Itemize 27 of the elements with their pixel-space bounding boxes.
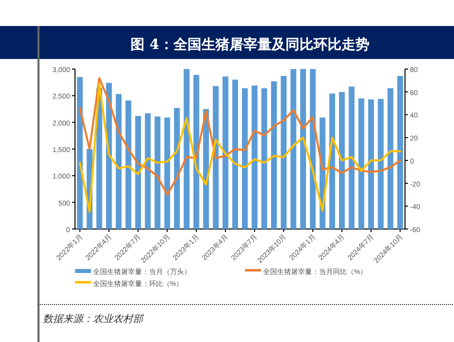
bar [184, 69, 190, 229]
bar [271, 81, 277, 229]
bar [300, 69, 306, 229]
bar [252, 86, 258, 229]
bar [358, 98, 364, 229]
bar [348, 86, 355, 229]
bar [76, 77, 83, 229]
chart-title: 图 4：全国生猪屠宰量及同比环比走势 [130, 36, 370, 53]
bar [154, 116, 160, 229]
bar [144, 113, 151, 229]
source-note: 数据来源：农业农村部 [43, 313, 145, 325]
line-series [78, 82, 402, 213]
bar [280, 76, 287, 229]
line-series [78, 77, 402, 196]
bar [368, 99, 374, 229]
bar [232, 80, 238, 229]
bar [339, 92, 345, 229]
bar [135, 116, 141, 229]
bar [388, 88, 394, 229]
bar [242, 88, 248, 229]
bar [397, 76, 404, 229]
bar [174, 108, 180, 229]
bar [378, 98, 384, 229]
bar [125, 100, 132, 229]
bar [222, 76, 228, 229]
bar [261, 88, 268, 229]
bar [290, 69, 296, 229]
